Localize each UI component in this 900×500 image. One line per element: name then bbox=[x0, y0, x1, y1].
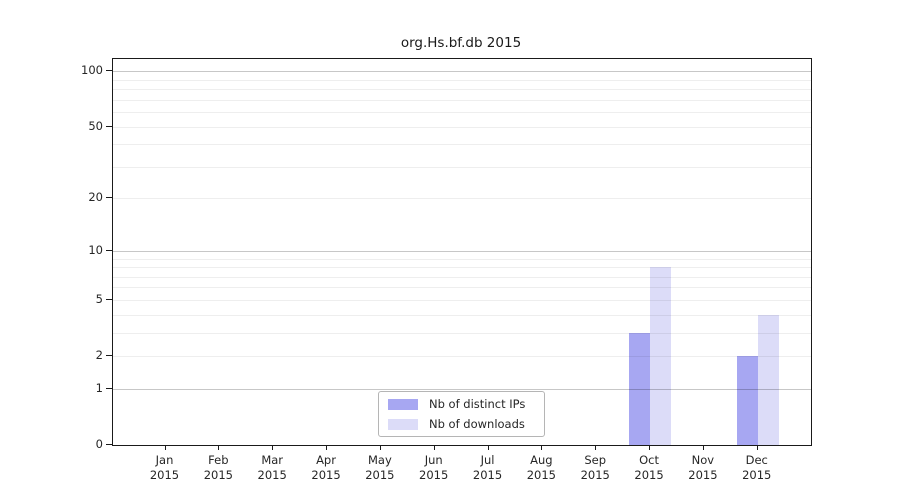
x-tick-year: 2015 bbox=[365, 468, 395, 482]
y-tick-label: 0 bbox=[95, 437, 103, 451]
bar-distinct-ips-Dec bbox=[736, 356, 758, 445]
x-tick-month: Aug bbox=[530, 453, 553, 467]
legend: Nb of distinct IPs Nb of downloads bbox=[378, 391, 545, 437]
x-tick-mark bbox=[433, 445, 435, 450]
x-tick-mark bbox=[756, 445, 758, 450]
y-gridline-minor bbox=[113, 258, 811, 260]
y-tick-label: 100 bbox=[81, 63, 103, 78]
x-tick-month: Dec bbox=[745, 453, 768, 467]
x-tick-label-apr: Apr 2015 bbox=[294, 453, 358, 483]
legend-item-distinct-ips: Nb of distinct IPs bbox=[388, 397, 544, 411]
x-tick-label-oct: Oct 2015 bbox=[617, 453, 681, 483]
y-gridline-minor bbox=[113, 89, 811, 91]
y-tick-label: 5 bbox=[95, 291, 103, 306]
chart-title: org.Hs.bf.db 2015 bbox=[400, 35, 522, 51]
x-tick-month: Oct bbox=[639, 453, 659, 467]
y-tick-mark bbox=[106, 70, 112, 72]
x-tick-mark bbox=[541, 445, 543, 450]
bar-downloads-Dec bbox=[757, 314, 779, 445]
x-tick-month: Nov bbox=[691, 453, 715, 467]
x-tick-label-dec: Dec 2015 bbox=[725, 453, 789, 483]
y-gridline-minor bbox=[113, 112, 811, 114]
x-tick-month: Jul bbox=[480, 453, 495, 467]
x-tick-mark bbox=[595, 445, 597, 450]
x-tick-month: Apr bbox=[316, 453, 336, 467]
y-gridline-minor bbox=[113, 332, 811, 334]
x-tick-year: 2015 bbox=[688, 468, 718, 482]
x-tick-label-mar: Mar 2015 bbox=[240, 453, 304, 483]
x-tick-label-nov: Nov 2015 bbox=[671, 453, 735, 483]
x-tick-label-jan: Jan 2015 bbox=[133, 453, 197, 483]
x-tick-year: 2015 bbox=[419, 468, 449, 482]
x-tick-year: 2015 bbox=[203, 468, 233, 482]
x-tick-mark bbox=[379, 445, 381, 450]
y-gridline-minor bbox=[113, 126, 811, 128]
y-gridline-minor bbox=[113, 356, 811, 358]
y-tick-mark bbox=[106, 298, 112, 300]
x-tick-mark bbox=[164, 445, 166, 450]
x-tick-mark bbox=[272, 445, 274, 450]
y-gridline-major bbox=[113, 250, 811, 252]
y-tick-mark bbox=[106, 387, 112, 389]
x-tick-label-jun: Jun 2015 bbox=[402, 453, 466, 483]
x-tick-year: 2015 bbox=[149, 468, 180, 482]
y-tick-mark bbox=[106, 444, 112, 445]
x-tick-label-sep: Sep 2015 bbox=[563, 453, 627, 483]
x-tick-label-aug: Aug 2015 bbox=[509, 453, 573, 483]
x-tick-mark bbox=[702, 445, 704, 450]
y-gridline-minor bbox=[113, 198, 811, 200]
legend-item-downloads: Nb of downloads bbox=[388, 417, 544, 431]
x-tick-year: 2015 bbox=[580, 468, 610, 482]
x-tick-year: 2015 bbox=[634, 468, 664, 482]
y-gridline-minor bbox=[113, 267, 811, 269]
x-tick-label-jul: Jul 2015 bbox=[456, 453, 520, 483]
legend-swatch-downloads bbox=[388, 418, 418, 430]
y-tick-label: 2 bbox=[95, 348, 103, 363]
x-tick-month: Jan bbox=[155, 453, 174, 467]
legend-swatch-distinct-ips bbox=[388, 398, 418, 410]
x-tick-label-feb: Feb 2015 bbox=[186, 453, 250, 483]
x-tick-month: Mar bbox=[261, 453, 284, 467]
y-gridline-minor bbox=[113, 166, 811, 168]
y-gridline-minor bbox=[113, 287, 811, 289]
x-tick-month: May bbox=[367, 453, 392, 467]
y-gridline-major bbox=[113, 388, 811, 390]
y-gridline-minor bbox=[113, 276, 811, 278]
x-tick-year: 2015 bbox=[257, 468, 287, 482]
legend-label-downloads: Nb of downloads bbox=[429, 417, 525, 431]
x-tick-mark bbox=[326, 445, 328, 450]
y-tick-label: 20 bbox=[88, 190, 103, 205]
y-tick-mark bbox=[106, 197, 112, 199]
x-tick-label-may: May 2015 bbox=[348, 453, 412, 483]
y-tick-label: 1 bbox=[95, 380, 103, 395]
x-tick-year: 2015 bbox=[472, 468, 503, 482]
x-tick-year: 2015 bbox=[311, 468, 341, 482]
y-gridline-minor bbox=[113, 99, 811, 101]
y-gridline-minor bbox=[113, 299, 811, 301]
y-gridline-minor bbox=[113, 79, 811, 81]
x-tick-mark bbox=[649, 445, 651, 450]
y-gridline-minor bbox=[113, 314, 811, 316]
x-tick-year: 2015 bbox=[742, 468, 772, 482]
x-tick-month: Jun bbox=[424, 453, 443, 467]
y-tick-label: 50 bbox=[88, 118, 103, 133]
plot-area bbox=[112, 58, 812, 446]
legend-label-distinct-ips: Nb of distinct IPs bbox=[429, 397, 526, 411]
y-tick-mark bbox=[106, 355, 112, 357]
bar-distinct-ips-Oct bbox=[629, 332, 651, 445]
y-gridline-major bbox=[113, 71, 811, 73]
x-tick-mark bbox=[487, 445, 489, 450]
y-gridline-minor bbox=[113, 144, 811, 146]
x-tick-month: Feb bbox=[208, 453, 229, 467]
bar-downloads-Oct bbox=[650, 267, 672, 445]
y-tick-label: 10 bbox=[88, 242, 103, 257]
x-tick-month: Sep bbox=[584, 453, 607, 467]
x-tick-year: 2015 bbox=[526, 468, 557, 482]
y-tick-mark bbox=[106, 249, 112, 251]
y-tick-mark bbox=[106, 125, 112, 127]
x-tick-mark bbox=[218, 445, 220, 450]
